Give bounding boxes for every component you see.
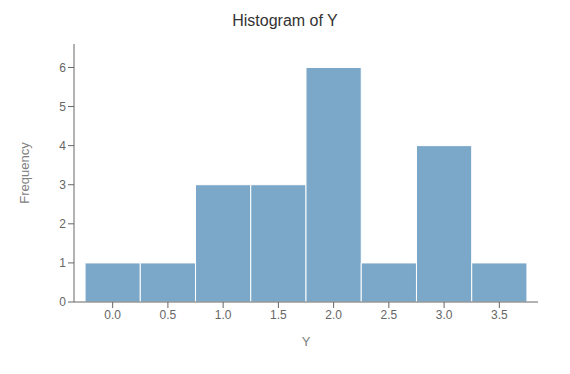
svg-text:5: 5 — [59, 100, 66, 114]
svg-text:1.5: 1.5 — [270, 308, 287, 322]
svg-text:3.0: 3.0 — [436, 308, 453, 322]
svg-text:0: 0 — [59, 295, 66, 309]
svg-text:1: 1 — [59, 256, 66, 270]
svg-text:0.0: 0.0 — [104, 308, 121, 322]
html-text:Histogram of Y: Histogram of Y — [232, 12, 338, 29]
svg-text:6: 6 — [59, 61, 66, 75]
svg-text:2.5: 2.5 — [381, 308, 398, 322]
svg-text:4: 4 — [59, 139, 66, 153]
svg-text:1.0: 1.0 — [215, 308, 232, 322]
svg-text:2: 2 — [59, 217, 66, 231]
svg-text:2.0: 2.0 — [325, 308, 342, 322]
svg-text:Frequency: Frequency — [17, 142, 32, 204]
svg-text:0.5: 0.5 — [160, 308, 177, 322]
svg-text:3.5: 3.5 — [491, 308, 508, 322]
svg-text:Y: Y — [302, 334, 311, 349]
svg-text:3: 3 — [59, 178, 66, 192]
